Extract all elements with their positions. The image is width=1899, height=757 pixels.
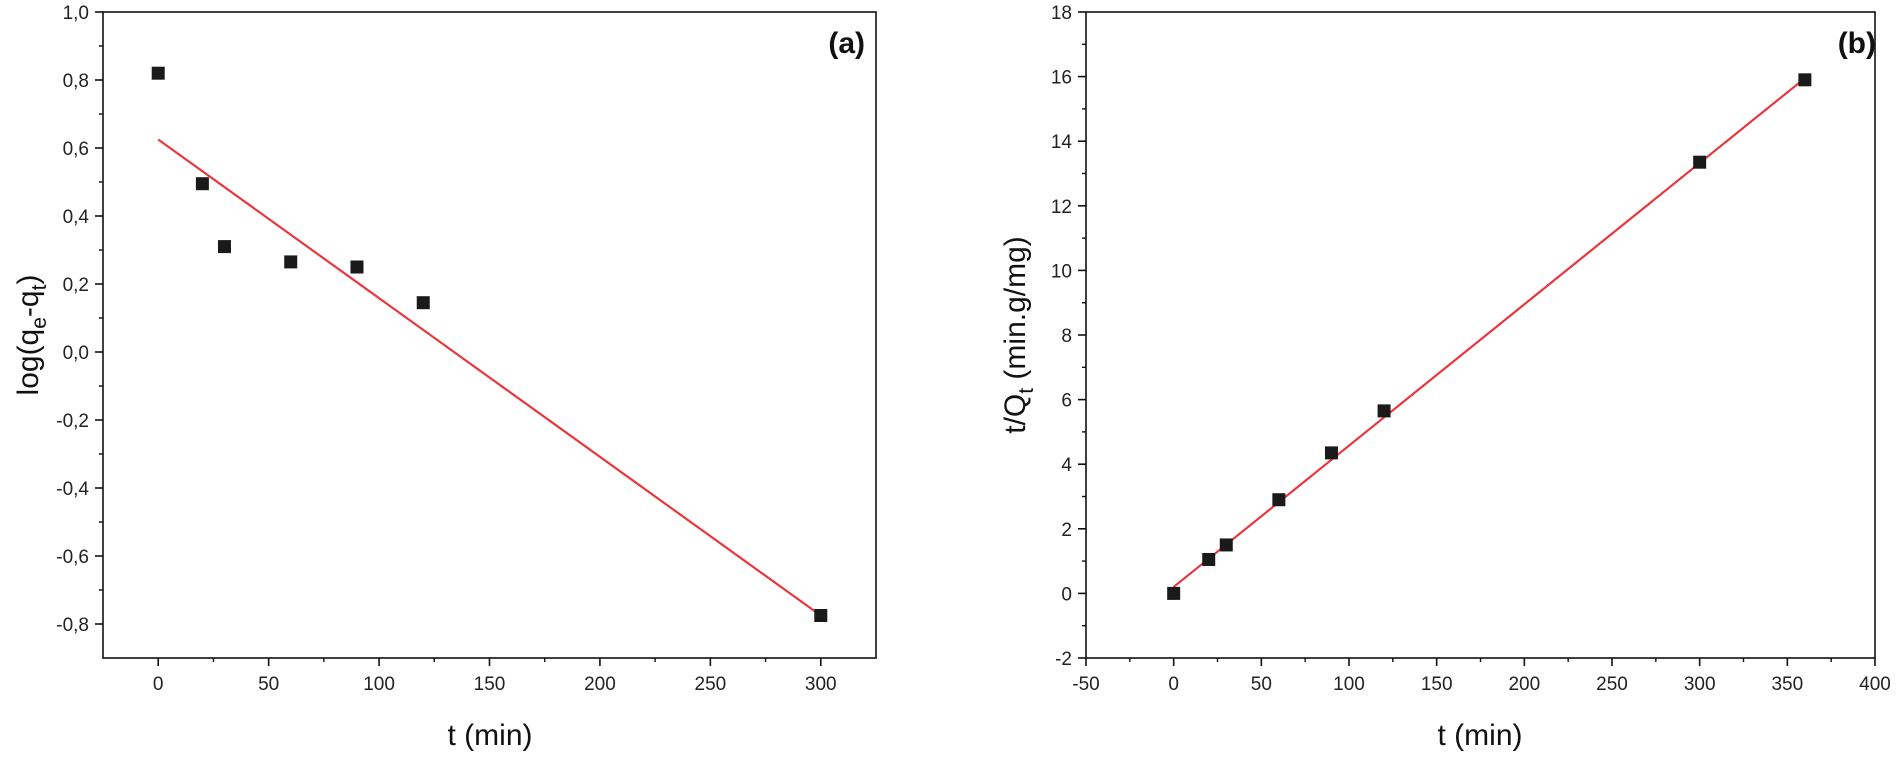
panel-b-x-tick-label: 150 bbox=[1421, 674, 1453, 695]
panel-a-y-ticks: -0,8 -0,6 -0,4 -0,2 0,0 0,2 0,4 0,6 0,8 1,0 bbox=[56, 3, 103, 636]
panel-b-x-tick-label: 400 bbox=[1859, 674, 1891, 695]
panel-a-y-tick-label: 0,4 bbox=[63, 207, 90, 228]
panel-b-data-point bbox=[1798, 73, 1812, 87]
panel-b-data-point bbox=[1693, 155, 1707, 169]
panel-b-y-tick-label: -2 bbox=[1055, 649, 1072, 670]
panel-a-y-tick-label: -0,4 bbox=[56, 479, 89, 500]
panel-a-y-tick-label: 0,8 bbox=[63, 71, 89, 92]
panel-b: (b) t (min) t/Qt (min.g/mg) -50 0 50 100 150… bbox=[999, 3, 1891, 752]
panel-b-x-tick-label: 300 bbox=[1684, 674, 1716, 695]
panel-a-data-point bbox=[416, 296, 430, 310]
panel-a-x-tick-label: 200 bbox=[584, 674, 616, 695]
panel-b-y-axis-title: t/Qt (min.g/mg) bbox=[999, 236, 1038, 434]
panel-b-fit-line bbox=[1172, 77, 1806, 588]
panel-b-y-tick-label: 6 bbox=[1061, 391, 1072, 412]
panel-a-y-tick-label: 0,0 bbox=[63, 343, 89, 364]
panel-a-x-tick-label: 300 bbox=[805, 674, 837, 695]
panel-b-y-tick-label: 8 bbox=[1061, 326, 1072, 347]
panel-b-fit-line-group bbox=[1172, 77, 1806, 588]
panel-a-x-tick-label: 0 bbox=[153, 674, 164, 695]
panel-b-x-tick-label: 0 bbox=[1168, 674, 1179, 695]
panel-a-plot-frame bbox=[102, 11, 877, 659]
panel-b-x-tick-label: 100 bbox=[1333, 674, 1365, 695]
panel-a-fit-line bbox=[157, 138, 822, 617]
panel-b-points bbox=[1167, 73, 1812, 600]
panel-b-data-point bbox=[1167, 586, 1181, 600]
panel-a-fit-line-group bbox=[157, 138, 822, 617]
panel-b-data-point bbox=[1377, 404, 1391, 418]
panel-a-y-tick-label: 1,0 bbox=[63, 3, 89, 24]
panel-b-x-tick-label: 250 bbox=[1596, 674, 1628, 695]
panel-a-data-point bbox=[151, 66, 165, 80]
panel-b-label: (b) bbox=[1838, 27, 1876, 60]
panel-a-y-tick-label: -0,6 bbox=[56, 547, 89, 568]
panel-b-y-tick-label: 4 bbox=[1061, 455, 1072, 476]
panel-a-y-axis-title: log(qe-qt) bbox=[12, 275, 51, 396]
panel-b-data-point bbox=[1219, 538, 1233, 552]
panel-a-data-point bbox=[217, 240, 231, 254]
panel-b-x-tick-label: -50 bbox=[1072, 674, 1099, 695]
panel-b-y-ticks: -2 0 2 4 6 8 10 12 14 16 18 bbox=[1051, 3, 1086, 670]
panel-a-x-ticks: 0 50 100 150 200 250 300 bbox=[153, 658, 837, 695]
panel-a-y-tick-label: 0,6 bbox=[63, 139, 89, 160]
panel-b-y-tick-label: 18 bbox=[1051, 3, 1072, 24]
panel-a-data-point bbox=[814, 609, 828, 622]
panel-b-y-tick-label: 14 bbox=[1051, 132, 1073, 153]
panel-a-x-tick-label: 50 bbox=[258, 674, 279, 695]
panel-b-x-tick-label: 200 bbox=[1508, 674, 1540, 695]
panel-a-x-tick-label: 100 bbox=[363, 674, 395, 695]
panel-a-data-point bbox=[350, 260, 364, 274]
panel-a-y-tick-label: -0,8 bbox=[56, 615, 89, 636]
panel-a-label: (a) bbox=[828, 27, 865, 60]
panel-a-data-point bbox=[195, 177, 209, 191]
panel-a: (a) t (min) log(qe-qt) 0 50 100 150 200 250 30… bbox=[12, 3, 877, 752]
panel-a-data-point bbox=[284, 255, 298, 269]
panel-b-y-tick-label: 2 bbox=[1061, 520, 1072, 541]
panel-a-y-tick-label: 0,2 bbox=[63, 275, 89, 296]
panel-a-x-tick-label: 250 bbox=[695, 674, 727, 695]
panel-b-x-tick-label: 50 bbox=[1251, 674, 1272, 695]
panel-a-x-tick-label: 150 bbox=[474, 674, 506, 695]
panel-a-y-tick-label: -0,2 bbox=[56, 411, 89, 432]
panel-a-points bbox=[151, 66, 828, 622]
panel-a-x-axis-title: t (min) bbox=[448, 719, 533, 752]
panel-b-x-axis-title: t (min) bbox=[1438, 719, 1523, 752]
panel-b-y-tick-label: 16 bbox=[1051, 68, 1072, 89]
panel-b-data-point bbox=[1272, 493, 1286, 507]
panel-b-y-tick-label: 12 bbox=[1051, 197, 1072, 218]
panel-b-data-point bbox=[1324, 446, 1338, 460]
panel-b-data-point bbox=[1202, 552, 1216, 566]
panel-b-x-ticks: -50 0 50 100 150 200 250 300 350 400 bbox=[1072, 658, 1891, 695]
panel-b-y-tick-label: 0 bbox=[1061, 584, 1072, 605]
panel-b-y-tick-label: 10 bbox=[1051, 261, 1072, 282]
panel-b-x-tick-label: 350 bbox=[1771, 674, 1803, 695]
